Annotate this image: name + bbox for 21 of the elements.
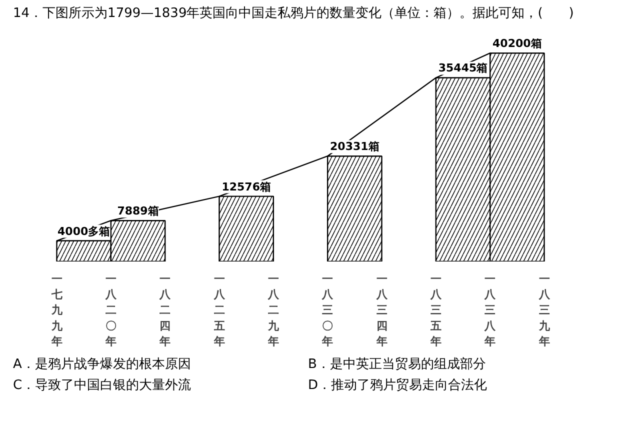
- data-label: 20331箱: [330, 140, 380, 154]
- text: D．推动了鸦片贸易走向合法化: [307, 376, 488, 395]
- x-tick-label: 一八二四年: [158, 272, 172, 348]
- data-label: 40200箱: [492, 37, 542, 50]
- data-label: 35445箱: [438, 62, 488, 75]
- text: A．是鸦片战争爆发的根本原因: [12, 356, 192, 374]
- x-tick-label: 一八三八年: [484, 272, 497, 348]
- x-tick-label: 一七九九年: [50, 272, 64, 348]
- x-tick-label: 一八三五年: [429, 272, 442, 348]
- data-label: 7889箱: [117, 204, 159, 218]
- text: B．是中英正当贸易的组成部分: [307, 356, 487, 374]
- x-tick-label: 一八三四年: [375, 272, 388, 348]
- data-label: 12576箱: [222, 180, 271, 194]
- data-label: 4000多箱: [58, 224, 110, 238]
- x-tick-label: 一八二五年: [212, 272, 226, 348]
- chart-title: 14．下图所示为1799—1839年英国向中国走私鸦片的数量变化（单位：箱）。据此可知，( ): [13, 5, 574, 23]
- text: C．导致了中国白银的大量外流: [12, 376, 192, 395]
- x-tick-label: 一八三〇年: [321, 272, 334, 348]
- x-tick-label: 一八二〇年: [104, 272, 118, 348]
- x-tick-label: 一八二九年: [266, 272, 280, 348]
- x-tick-label: 一八三九年: [538, 272, 551, 348]
